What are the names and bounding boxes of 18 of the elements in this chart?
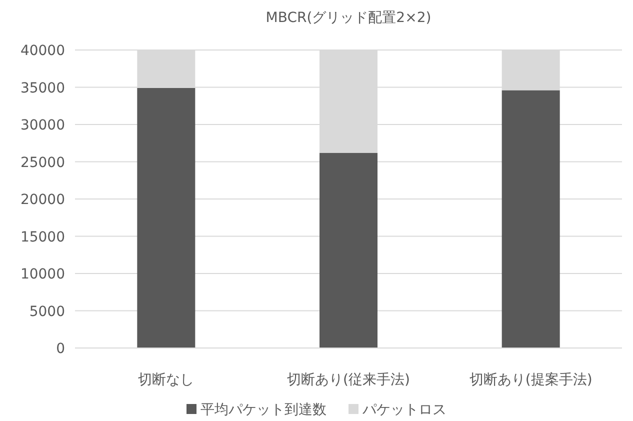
y-tick-label: 35000 xyxy=(20,80,65,96)
chart-title: MBCR(グリッド配置2×2) xyxy=(266,10,432,26)
y-tick-label: 5000 xyxy=(29,304,65,320)
y-tick-label: 15000 xyxy=(20,229,65,246)
x-tick-label: 切断あり(提案手法) xyxy=(469,371,592,388)
legend-label: 平均パケット到達数 xyxy=(200,402,326,418)
y-tick-label: 40000 xyxy=(20,43,65,59)
y-tick-label: 0 xyxy=(56,341,65,357)
y-tick-label: 20000 xyxy=(20,192,65,208)
y-tick-label: 10000 xyxy=(20,266,65,282)
bar xyxy=(137,88,196,348)
x-tick-label: 切断あり(従来手法) xyxy=(287,372,410,388)
y-tick-label: 30000 xyxy=(20,118,65,134)
legend-label: パケットロス xyxy=(362,402,446,418)
bar xyxy=(320,152,378,348)
y-tick-label: 25000 xyxy=(20,154,65,171)
bar xyxy=(502,90,560,348)
x-tick-label: 切断なし xyxy=(138,372,194,388)
